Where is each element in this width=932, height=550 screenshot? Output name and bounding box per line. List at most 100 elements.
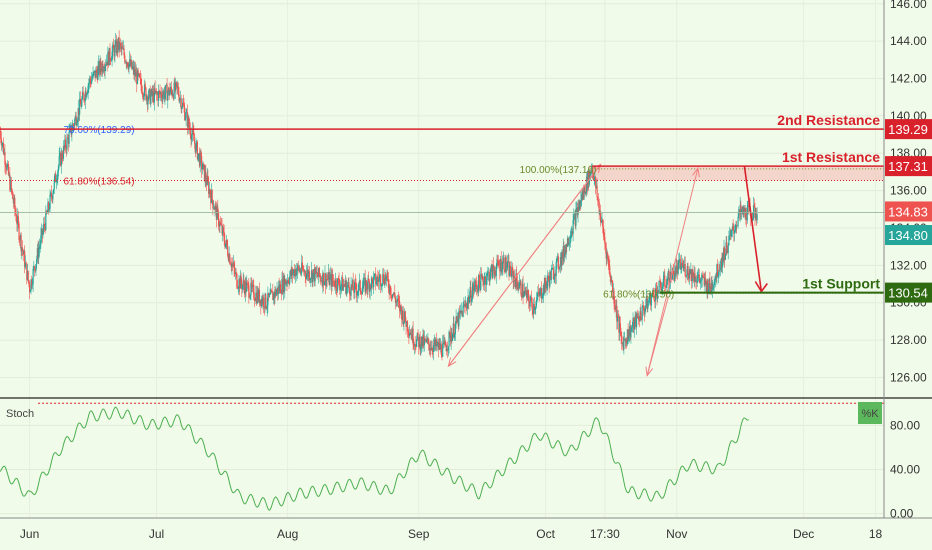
candle bbox=[89, 76, 91, 88]
candle bbox=[607, 251, 609, 262]
candle bbox=[313, 268, 315, 280]
candle bbox=[428, 343, 430, 356]
candle bbox=[631, 325, 633, 332]
candle bbox=[381, 283, 383, 293]
candle bbox=[426, 336, 428, 344]
candle bbox=[450, 327, 452, 350]
candle bbox=[155, 90, 157, 96]
indicator-badge[interactable]: %K bbox=[858, 402, 882, 424]
candle bbox=[356, 282, 358, 303]
candle bbox=[245, 277, 247, 297]
candle bbox=[282, 273, 284, 301]
candle bbox=[18, 221, 20, 243]
candle bbox=[445, 342, 447, 356]
candle bbox=[361, 290, 363, 300]
candle bbox=[196, 140, 198, 161]
candle bbox=[433, 334, 435, 352]
candle bbox=[130, 55, 132, 69]
candle bbox=[147, 96, 149, 110]
candle bbox=[132, 60, 134, 75]
candle bbox=[67, 134, 69, 139]
candle bbox=[296, 263, 298, 282]
candle bbox=[71, 122, 73, 142]
candle bbox=[711, 275, 713, 291]
candle bbox=[32, 265, 34, 292]
candle bbox=[666, 276, 668, 292]
candle bbox=[502, 251, 504, 264]
candle bbox=[5, 160, 7, 176]
candle bbox=[85, 88, 87, 98]
candle bbox=[244, 277, 246, 302]
candle bbox=[247, 281, 249, 291]
candle bbox=[483, 272, 485, 292]
stoch-tick-label: 0.00 bbox=[890, 507, 914, 521]
candle bbox=[492, 264, 494, 279]
candle bbox=[68, 123, 70, 148]
candle bbox=[24, 245, 26, 274]
candle bbox=[79, 91, 81, 121]
candle bbox=[615, 299, 617, 318]
candle bbox=[138, 72, 141, 79]
candle bbox=[277, 280, 280, 300]
candle bbox=[509, 262, 511, 277]
candle bbox=[643, 301, 645, 316]
candle bbox=[731, 229, 733, 238]
candle bbox=[418, 337, 420, 355]
candle bbox=[43, 216, 46, 233]
candle bbox=[286, 280, 288, 291]
candle bbox=[621, 342, 624, 347]
candle bbox=[16, 214, 18, 232]
candle bbox=[29, 281, 31, 299]
candle bbox=[632, 312, 634, 333]
candle bbox=[732, 219, 734, 232]
time-tick-label: Dec bbox=[793, 527, 814, 541]
candle bbox=[491, 259, 493, 280]
candle bbox=[360, 287, 362, 295]
candle bbox=[189, 122, 191, 139]
candle bbox=[86, 89, 89, 95]
candle bbox=[117, 37, 120, 53]
candle bbox=[152, 84, 154, 102]
candle bbox=[417, 329, 419, 341]
candle bbox=[302, 265, 304, 271]
candle bbox=[505, 254, 507, 273]
candle bbox=[657, 285, 659, 303]
candle bbox=[235, 268, 237, 278]
candle bbox=[597, 196, 599, 206]
candle bbox=[739, 196, 741, 222]
candle bbox=[517, 282, 519, 294]
candle bbox=[685, 275, 687, 284]
candle bbox=[124, 60, 127, 64]
candle bbox=[265, 305, 268, 311]
candle bbox=[688, 272, 690, 283]
candle bbox=[146, 94, 148, 105]
candle bbox=[627, 323, 629, 342]
candle bbox=[34, 268, 36, 273]
candle bbox=[552, 260, 554, 269]
svg-text:134.83: 134.83 bbox=[888, 204, 928, 219]
candle bbox=[425, 334, 428, 343]
candle bbox=[529, 295, 531, 312]
candle bbox=[532, 309, 534, 319]
candle bbox=[523, 290, 525, 298]
candle bbox=[384, 269, 386, 288]
candle bbox=[689, 269, 691, 281]
candle bbox=[374, 273, 376, 280]
candle bbox=[640, 304, 642, 321]
candle bbox=[88, 75, 91, 90]
candle bbox=[22, 250, 24, 262]
candle bbox=[677, 259, 679, 276]
candle bbox=[26, 263, 29, 282]
candle bbox=[681, 257, 683, 268]
candle bbox=[252, 278, 254, 294]
candle bbox=[210, 183, 213, 204]
level-price-tag: 137.31 bbox=[885, 156, 932, 177]
candle bbox=[584, 184, 586, 197]
candle bbox=[392, 292, 394, 297]
candle bbox=[258, 288, 260, 303]
candle bbox=[167, 90, 169, 109]
candle bbox=[161, 90, 163, 109]
candle bbox=[693, 271, 695, 284]
